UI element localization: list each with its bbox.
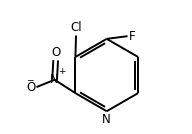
Text: N: N [102, 113, 111, 126]
Text: −: − [26, 75, 34, 84]
Text: Cl: Cl [70, 21, 82, 34]
Text: +: + [58, 67, 66, 76]
Text: O: O [51, 46, 60, 59]
Text: N: N [50, 73, 58, 86]
Text: O: O [27, 81, 36, 94]
Text: F: F [129, 30, 135, 43]
